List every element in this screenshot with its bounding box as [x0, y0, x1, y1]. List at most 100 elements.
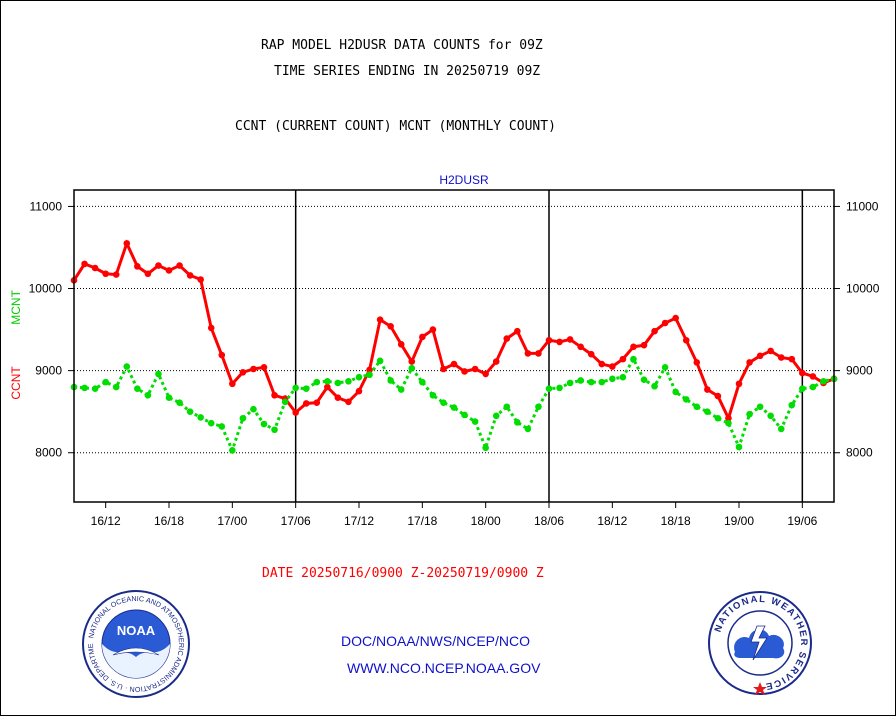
x-tick-label: 18/00 [471, 514, 501, 528]
data-point-ccnt [91, 264, 99, 272]
data-point-mcnt [334, 379, 342, 387]
data-point-ccnt [471, 365, 479, 373]
data-point-mcnt [292, 384, 299, 392]
series-line-ccnt [72, 239, 835, 423]
data-point-mcnt [482, 444, 489, 452]
y-axis-label-ccnt: CCNT [9, 366, 23, 400]
data-point-mcnt [91, 385, 99, 392]
y-tick-label-right: 8000 [846, 446, 873, 460]
data-point-mcnt [672, 388, 679, 396]
data-point-ccnt [714, 392, 722, 400]
data-point-ccnt [355, 387, 363, 395]
chart-title-line1: RAP MODEL H2DUSR DATA COUNTS for 09Z [261, 38, 543, 53]
data-point-mcnt [725, 419, 732, 427]
data-point-ccnt [334, 394, 342, 402]
data-point-mcnt [123, 363, 131, 370]
y-tick-label-left: 10000 [29, 282, 63, 296]
x-tick-label: 16/12 [91, 514, 121, 528]
chart-title-line2: TIME SERIES ENDING IN 20250719 09Z [274, 64, 541, 79]
plot-frame [73, 189, 835, 503]
noaa-logo: NATIONAL OCEANIC AND ATMOSPHERIC ADMINIS… [81, 589, 190, 698]
data-point-ccnt [197, 276, 204, 283]
data-point-mcnt [577, 377, 584, 384]
data-point-mcnt [524, 425, 532, 433]
data-point-mcnt [260, 420, 268, 428]
x-tick-label: 18/06 [534, 514, 564, 528]
data-point-ccnt [324, 383, 331, 391]
data-point-mcnt [809, 383, 817, 391]
data-point-mcnt [545, 385, 553, 392]
x-tick-label: 16/18 [154, 514, 184, 528]
x-tick-label: 17/12 [344, 514, 374, 528]
data-point-ccnt [767, 347, 774, 355]
data-point-mcnt [165, 394, 173, 402]
data-point-ccnt [419, 333, 426, 341]
data-point-mcnt [682, 396, 690, 403]
data-point-ccnt [630, 343, 637, 351]
axes: H2DUSR CCNT MCNT 8000 8000 9000 9000 10000 10… [9, 173, 880, 528]
data-point-ccnt [239, 368, 247, 376]
data-point-mcnt [471, 418, 479, 425]
org-path-link[interactable]: DOC/NOAA/NWS/NCEP/NCO [341, 633, 531, 649]
data-point-mcnt [419, 378, 426, 386]
data-point-mcnt [207, 419, 215, 427]
data-point-ccnt [809, 373, 817, 380]
data-point-ccnt [387, 322, 394, 330]
nws-logo: NATIONAL WEATHER SERVICE [708, 591, 812, 695]
data-point-mcnt [397, 386, 405, 393]
data-point-mcnt [587, 378, 595, 386]
data-point-mcnt [302, 385, 310, 392]
data-point-mcnt [186, 408, 194, 415]
data-point-ccnt [345, 398, 352, 406]
data-point-mcnt [197, 414, 204, 421]
data-point-ccnt [609, 363, 616, 370]
y-tick-label-left: 11000 [30, 199, 63, 213]
data-point-ccnt [376, 316, 384, 324]
data-point-ccnt [482, 370, 489, 378]
date-range-label: DATE 20250716/0900 Z-20250719/0900 Z [262, 566, 544, 581]
data-point-ccnt [746, 359, 753, 366]
y-tick-label-right: 9000 [846, 364, 873, 378]
data-point-mcnt [492, 412, 500, 420]
data-point-ccnt [651, 327, 658, 335]
data-point-ccnt [292, 409, 299, 416]
data-point-mcnt [714, 414, 722, 422]
data-point-mcnt [820, 378, 827, 385]
data-point-mcnt [556, 384, 563, 392]
data-point-mcnt [429, 391, 437, 399]
data-point-mcnt [376, 357, 384, 365]
data-point-mcnt [281, 398, 289, 406]
data-point-ccnt [556, 338, 563, 346]
data-point-ccnt [619, 355, 627, 363]
data-point-ccnt [598, 360, 606, 368]
data-point-mcnt [366, 371, 373, 379]
data-point-ccnt [250, 365, 257, 373]
data-point-mcnt [387, 377, 394, 384]
data-point-ccnt [587, 350, 595, 358]
data-point-ccnt [229, 380, 236, 388]
data-point-mcnt [345, 378, 352, 385]
data-point-ccnt [366, 366, 373, 374]
x-tick-label: 19/06 [787, 514, 817, 528]
website-link[interactable]: WWW.NCO.NCEP.NOAA.GOV [347, 660, 541, 676]
x-tick-label: 17/00 [217, 514, 247, 528]
data-point-mcnt [767, 412, 774, 420]
data-point-ccnt [799, 369, 806, 377]
data-point-mcnt [134, 385, 141, 392]
data-point-ccnt [672, 314, 679, 322]
x-tick-label: 18/18 [661, 514, 691, 528]
data-point-mcnt [756, 403, 764, 411]
data-point-ccnt [271, 391, 278, 399]
data-point-ccnt [492, 358, 500, 365]
data-point-mcnt [735, 443, 743, 451]
data-point-ccnt [429, 326, 437, 333]
data-point-ccnt [640, 341, 648, 349]
data-point-ccnt [260, 364, 268, 371]
series-lines [70, 239, 838, 455]
data-point-mcnt [250, 405, 257, 413]
data-point-mcnt [355, 373, 363, 381]
data-point-mcnt [566, 379, 574, 387]
y-tick-label-right: 10000 [846, 282, 880, 296]
data-point-ccnt [207, 324, 215, 332]
data-point-ccnt [102, 270, 109, 278]
